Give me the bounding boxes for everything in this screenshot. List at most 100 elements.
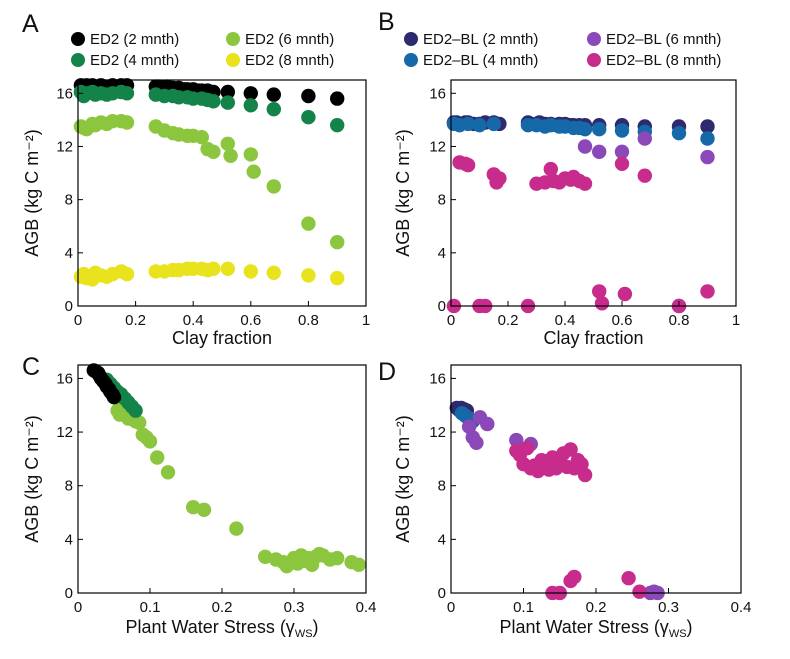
x-tick-label: 0 (447, 312, 455, 329)
data-point (614, 144, 630, 159)
data-point (132, 415, 147, 430)
data-point (700, 131, 715, 146)
data-point (614, 123, 630, 138)
data-point (220, 136, 235, 151)
panel-C: C 0 0.1 0.2 0.3 0.4 0 4 8 12 16 Plant Water Stress … (22, 353, 376, 640)
data-point (700, 119, 715, 134)
data-point (671, 126, 687, 141)
data-point (243, 147, 258, 162)
y-tick-label: 4 (65, 531, 73, 548)
data-point (330, 550, 345, 566)
data-point (150, 450, 165, 465)
data-point (592, 122, 607, 137)
data-point (592, 144, 607, 159)
y-tick-label: 4 (65, 245, 73, 262)
data-point (330, 118, 345, 133)
data-point (330, 270, 345, 286)
data-point (700, 284, 715, 299)
data-point (472, 118, 487, 133)
series (73, 261, 345, 287)
x-tick-label: 0.2 (586, 599, 607, 616)
data-point (577, 139, 593, 154)
legend-marker (587, 32, 601, 46)
legend-entry: ED2 (8 mnth) (245, 52, 334, 69)
data-markers (446, 115, 715, 314)
data-point (229, 521, 244, 536)
data-point (119, 86, 135, 101)
legend-marker (226, 32, 240, 46)
data-point (519, 441, 535, 456)
data-point (243, 264, 258, 279)
data-point (637, 131, 652, 146)
x-tick-label: 0.6 (612, 312, 633, 329)
y-tick-label: 8 (438, 192, 446, 209)
data-point (106, 390, 122, 405)
data-markers (86, 363, 366, 574)
legend-entry: ED2 (4 mnth) (90, 52, 179, 69)
y-tick-label: 12 (56, 424, 73, 441)
y-tick-label: 8 (438, 478, 446, 495)
axes-frame (77, 79, 367, 307)
data-point (480, 416, 495, 432)
data-point (119, 266, 135, 282)
panel-letter: A (22, 10, 39, 38)
series (110, 399, 366, 574)
data-point (220, 261, 235, 276)
y-tick-label: 0 (438, 298, 446, 315)
data-point (637, 168, 652, 183)
legend-entry: ED2–BL (8 mnth) (606, 52, 721, 69)
legend: ED2–BL (2 mnth) ED2–BL (6 mnth) ED2–BL (4 … (404, 31, 721, 69)
x-tick-label: 0.2 (125, 312, 146, 329)
data-point (621, 571, 636, 586)
data-point (577, 467, 593, 483)
y-tick-label: 4 (438, 531, 446, 548)
y-tick-label: 0 (65, 585, 73, 602)
data-point (301, 216, 316, 231)
data-point (246, 164, 261, 179)
data-point (266, 265, 281, 280)
y-tick-label: 0 (438, 585, 446, 602)
x-tick-label: 0.8 (298, 312, 319, 329)
x-tick-label: 0 (447, 599, 455, 616)
legend-marker (71, 53, 85, 67)
y-tick-label: 16 (56, 85, 73, 102)
x-tick-label: 0.6 (240, 312, 261, 329)
panel-D: D 0 0.1 0.2 0.3 0.4 0 4 8 12 16 Plant Water Stress … (378, 358, 751, 640)
data-point (509, 432, 524, 448)
legend-entry: ED2 (2 mnth) (90, 31, 179, 48)
data-point (206, 144, 221, 159)
legend-marker (404, 53, 418, 67)
data-point (196, 502, 212, 517)
legend-entry: ED2 (6 mnth) (245, 31, 334, 48)
x-tick-label: 0.2 (212, 599, 233, 616)
data-point (301, 268, 316, 283)
y-axis-label: AGB (kg C m⁻²) (393, 415, 413, 543)
legend-entry: ED2–BL (6 mnth) (606, 31, 721, 48)
series (461, 410, 665, 601)
x-tick-label: 0.4 (183, 312, 204, 329)
y-tick-label: 16 (429, 85, 446, 102)
data-point (301, 110, 316, 125)
y-tick-label: 12 (56, 138, 73, 155)
data-point (632, 584, 647, 599)
data-point (330, 91, 345, 106)
data-point (266, 87, 281, 102)
x-tick-label: 0.4 (356, 599, 377, 616)
data-point (574, 457, 589, 472)
x-tick-label: 1 (732, 312, 740, 329)
y-tick-label: 12 (429, 424, 446, 441)
data-point (266, 179, 281, 194)
data-point (186, 500, 201, 515)
data-point (460, 116, 476, 132)
data-point (700, 149, 715, 165)
y-tick-label: 12 (429, 138, 446, 155)
x-tick-label: 0.1 (513, 599, 534, 616)
y-axis-label: AGB (kg C m⁻²) (22, 129, 42, 257)
data-point (243, 98, 258, 113)
series (86, 363, 122, 405)
x-tick-label: 1 (362, 312, 370, 329)
axes-frame (450, 79, 737, 307)
data-point (469, 435, 484, 450)
legend-marker (71, 32, 85, 46)
